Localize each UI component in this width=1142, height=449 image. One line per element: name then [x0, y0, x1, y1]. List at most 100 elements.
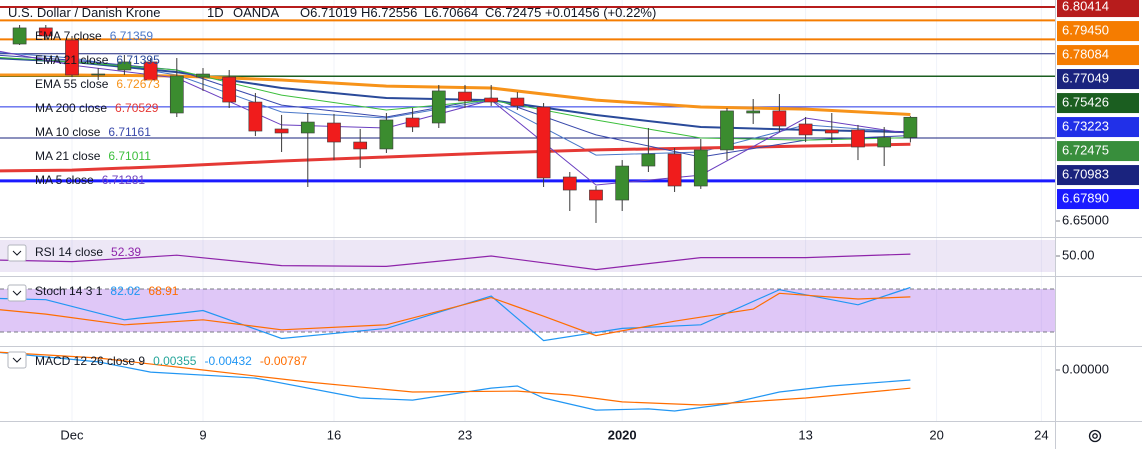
- legend-label: Stoch 14 3 1: [35, 284, 103, 298]
- chevron: [12, 250, 22, 363]
- price-tag: [1057, 21, 1139, 42]
- candle-body: [903, 116, 918, 138]
- legend-value: 6.70529: [115, 101, 159, 115]
- interval: 1D: [207, 5, 224, 20]
- x-tick-label: 16: [327, 427, 341, 442]
- candle-body: [65, 39, 79, 76]
- candle-body: [222, 76, 237, 103]
- band: [0, 240, 1055, 272]
- indicator-line: [0, 292, 911, 337]
- legend-value: -0.00787: [260, 354, 308, 368]
- candle-body: [38, 27, 53, 37]
- legend-value: 0.00355: [153, 354, 197, 368]
- price-tag-label: 6.79450: [1062, 22, 1109, 37]
- indicator-line: [0, 253, 911, 271]
- indicator-line: [0, 351, 911, 406]
- candle-body: [877, 137, 892, 148]
- pane-toggle[interactable]: [7, 284, 27, 302]
- y-tick-label: 0.00000: [1062, 361, 1109, 376]
- legend-item: Stoch 14 3 1 82.02 68.91: [35, 284, 179, 298]
- price-tag-label: 6.75426: [1062, 94, 1109, 109]
- candle-body: [851, 129, 865, 148]
- legend-label: EMA 7 close: [35, 29, 102, 43]
- ohlc: H6.72556: [361, 5, 417, 20]
- legend-label: MA 10 close: [35, 125, 101, 139]
- legend-value: 6.71395: [116, 53, 160, 67]
- candle-body: [693, 149, 708, 187]
- x-tick-label: 20: [929, 427, 943, 442]
- price-tag: [1057, 117, 1139, 138]
- ohlc: O6.71019: [300, 5, 357, 20]
- candle-body: [484, 97, 499, 103]
- candle-body: [798, 123, 813, 136]
- candle-body: [353, 141, 368, 150]
- candle-body: [458, 91, 472, 102]
- candle-body: [169, 75, 184, 114]
- source: OANDA: [233, 5, 280, 20]
- pane-toggles: [7, 244, 27, 369]
- legend-item: EMA 21 close 6.71395: [35, 53, 160, 67]
- ohlc: C6.72475: [485, 5, 541, 20]
- indicator-line: [0, 286, 911, 342]
- price-tag: [1057, 93, 1139, 114]
- legend-value: 6.72673: [116, 77, 160, 91]
- legend-item: RSI 14 close 52.39: [35, 245, 141, 259]
- legend-value: 68.91: [148, 284, 178, 298]
- legend-label: MA 21 close: [35, 149, 101, 163]
- candle-body: [562, 176, 577, 191]
- gear-hub: [1092, 433, 1098, 439]
- price-tag: [1057, 69, 1139, 90]
- legend-item: MA 5 close 6.71281: [35, 173, 145, 187]
- candle-body: [91, 73, 106, 76]
- legend-value: 82.02: [110, 284, 140, 298]
- y-tick-label: 6.65000: [1062, 212, 1109, 227]
- price-tag: [1057, 45, 1139, 66]
- candle-body: [300, 121, 315, 134]
- candle-body: [405, 117, 420, 128]
- x-tick-label: 23: [458, 427, 472, 442]
- legend-label: MA 5 close: [35, 173, 94, 187]
- stoch-pane: [0, 276, 1055, 346]
- price-tag: [1057, 141, 1139, 162]
- price-tag: [1057, 0, 1139, 18]
- legend-value: 52.39: [111, 245, 141, 259]
- candle-body: [117, 61, 132, 71]
- x-tick-label: 9: [199, 427, 206, 442]
- price-tag-label: 6.77049: [1062, 70, 1109, 85]
- candle-body: [143, 61, 158, 81]
- legend-label: RSI 14 close: [35, 245, 103, 259]
- candle-body: [667, 153, 682, 187]
- price-tag: [1057, 165, 1139, 186]
- legend-item: MA 21 close 6.71011: [35, 149, 151, 163]
- legend-value: 6.71281: [102, 173, 146, 187]
- y-tick-label: 50.00: [1062, 247, 1095, 262]
- price-tag-label: 6.80414: [1062, 0, 1109, 13]
- x-tick-label: 24: [1034, 427, 1048, 442]
- candle-body: [641, 153, 656, 167]
- x-tick-label: 2020: [608, 427, 637, 442]
- price-tag-label: 6.70983: [1062, 166, 1109, 181]
- legend-label: EMA 55 close: [35, 77, 109, 91]
- legend-value: 6.71359: [110, 29, 154, 43]
- candle-body: [824, 129, 839, 134]
- price-pane: [0, 0, 1055, 237]
- legend-item: MA 200 close 6.70529: [35, 101, 159, 115]
- settings-button[interactable]: [1088, 429, 1102, 443]
- legend-item: MACD 12 26 close 9 0.00355 -0.00432 -0.0078…: [35, 354, 308, 368]
- candle-body: [615, 165, 630, 201]
- candle-body: [510, 97, 525, 107]
- candle-body: [196, 73, 210, 78]
- candle-body: [589, 189, 603, 201]
- x-tick-label: Dec: [60, 427, 84, 442]
- candle-body: [327, 122, 341, 143]
- price-axis: 6.65000 6.80414 6.79450 6.78084 6.77049 6.754…: [1055, 0, 1139, 376]
- candle-body: [720, 110, 734, 151]
- legend-label: EMA 21 close: [35, 53, 109, 67]
- x-tick-label: 13: [798, 427, 812, 442]
- macd-pane: [0, 346, 1042, 421]
- header: U.S. Dollar / Danish Krone 1D OANDA O6.7…: [8, 5, 656, 20]
- pane-toggle[interactable]: [7, 351, 27, 369]
- pane-toggle[interactable]: [7, 244, 27, 262]
